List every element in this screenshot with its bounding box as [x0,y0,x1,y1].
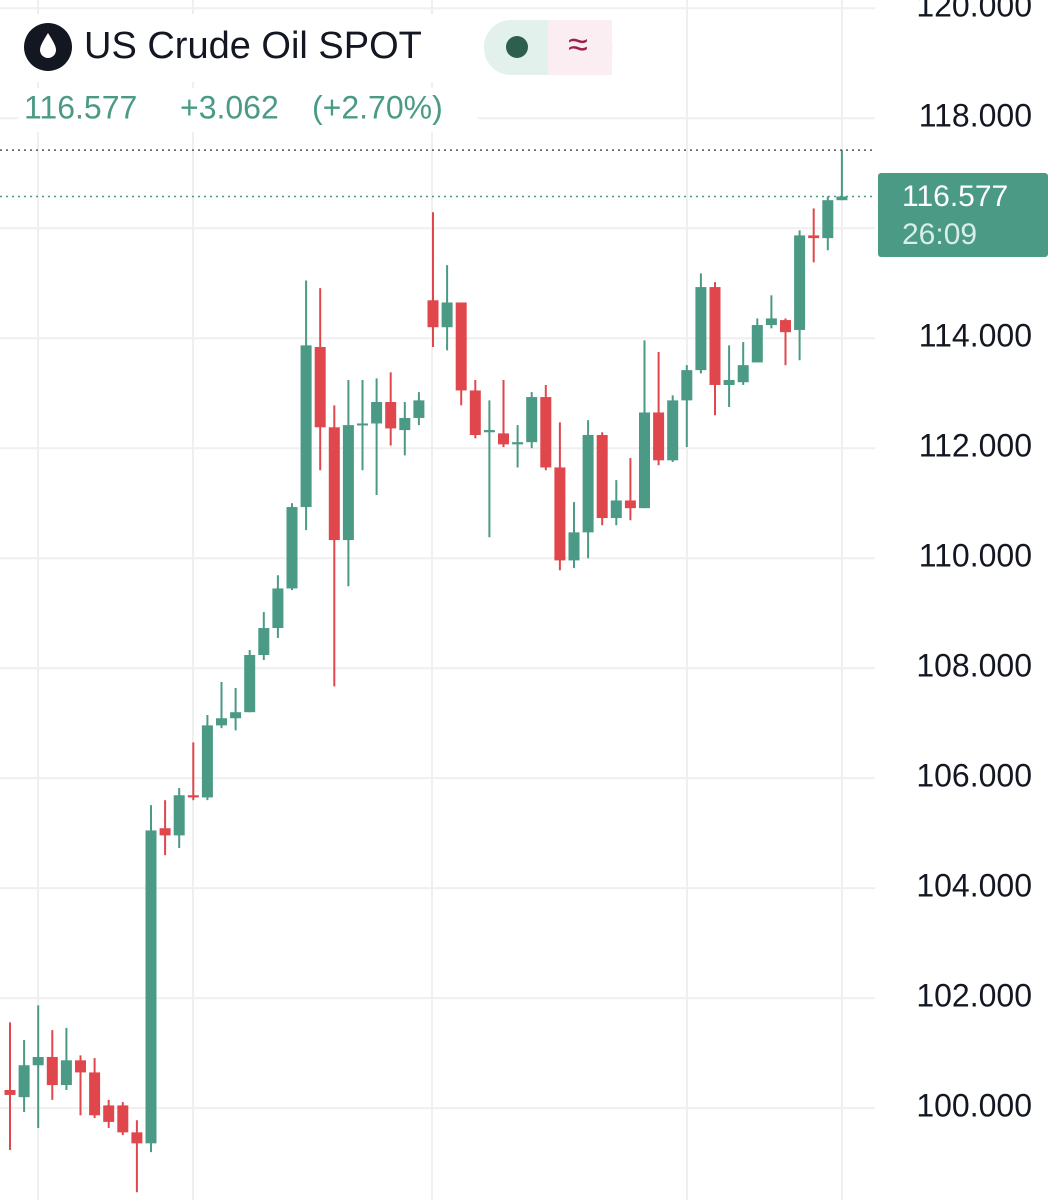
y-tick-label: 102.000 [916,978,1032,1014]
candle-body [624,500,636,509]
candle-body [46,1057,58,1086]
candle-body [723,380,735,385]
candle-body [427,300,439,328]
candle-body [371,402,383,424]
y-tick-label: 112.000 [919,428,1032,464]
candle-body [737,365,749,383]
candle-body [568,532,580,561]
candle-body [342,425,354,541]
candle-body [441,302,453,328]
candle-body [681,370,693,401]
candle-body [526,397,538,443]
y-tick-label: 118.000 [919,98,1032,134]
price-badge-bg [878,173,1048,257]
y-tick-label: 100.000 [916,1088,1032,1124]
candle-body [709,287,721,385]
candle-body [596,435,608,519]
delayed-icon: ≈ [568,24,588,65]
candle-body [117,1105,129,1133]
candle-body [554,467,566,561]
chart-title: US Crude Oil SPOT [84,25,422,67]
candle-body [258,628,270,655]
candle-body [512,442,524,445]
price-badge-countdown: 26:09 [902,218,977,251]
candle-body [244,654,256,713]
candle-body [18,1065,30,1098]
candle-body [469,390,481,436]
candle-body [89,1072,101,1116]
candle-body [131,1132,143,1144]
candle-body [32,1057,44,1066]
y-tick-label: 104.000 [916,868,1032,904]
plot [0,149,875,1193]
candle-body [328,427,340,541]
candle-body [780,320,791,333]
y-tick-label: 108.000 [916,648,1032,684]
candle-body [75,1060,86,1073]
y-tick-label: 120.000 [916,0,1032,24]
candle-body [653,412,665,461]
candle-body [286,507,298,589]
candle-body [695,287,707,371]
y-tick-label: 106.000 [916,758,1032,794]
candle-body [667,400,679,461]
candle-body [201,725,213,798]
price-bg [18,88,478,132]
price-badge: 116.577 26:09 [878,173,1048,257]
candle-body [610,500,622,519]
candle-body [357,423,368,426]
candle-body [483,430,495,433]
y-axis: 100.000 102.000 104.000 106.000 108.000 110.0… [916,0,1032,1124]
candle-body [751,325,763,363]
grid [0,0,875,1200]
candle-body [385,402,397,429]
candle-body [822,200,834,239]
y-tick-label: 110.000 [919,538,1032,574]
candle-body [159,828,171,836]
candle-body [413,400,425,418]
candle-body [300,345,312,508]
price-badge-value: 116.577 [902,180,1008,213]
candle-body [639,412,650,509]
candle-body [455,302,467,391]
candle-body [60,1060,72,1086]
candle-body [103,1105,115,1122]
candle-body [498,433,509,445]
candle-body [808,235,820,239]
y-tick-label: 114.000 [919,318,1032,354]
candle-body [794,235,806,330]
candle-body [230,712,242,719]
status-pill-cap [548,20,613,75]
price-change-percent: (+2.70%) [312,89,443,125]
candle-body [145,830,157,1144]
last-price: 116.577 [24,89,137,125]
candle-body [399,417,411,431]
header-bg [18,14,478,82]
candle-body [187,795,199,798]
market-open-dot [506,36,528,58]
drop-icon [40,33,56,58]
price-change: +3.062 [180,89,279,125]
candle-body [314,347,326,428]
header: US Crude Oil SPOT ≈ 116.577 +3.062 (+2.7… [18,14,613,132]
candle-body [4,1090,16,1095]
candle-body [540,397,552,468]
candle-body [582,435,594,533]
candle-body [173,795,185,836]
candle-body [216,718,227,726]
candle-body [836,196,848,201]
candle-body [272,588,284,629]
candle-body [765,318,777,326]
